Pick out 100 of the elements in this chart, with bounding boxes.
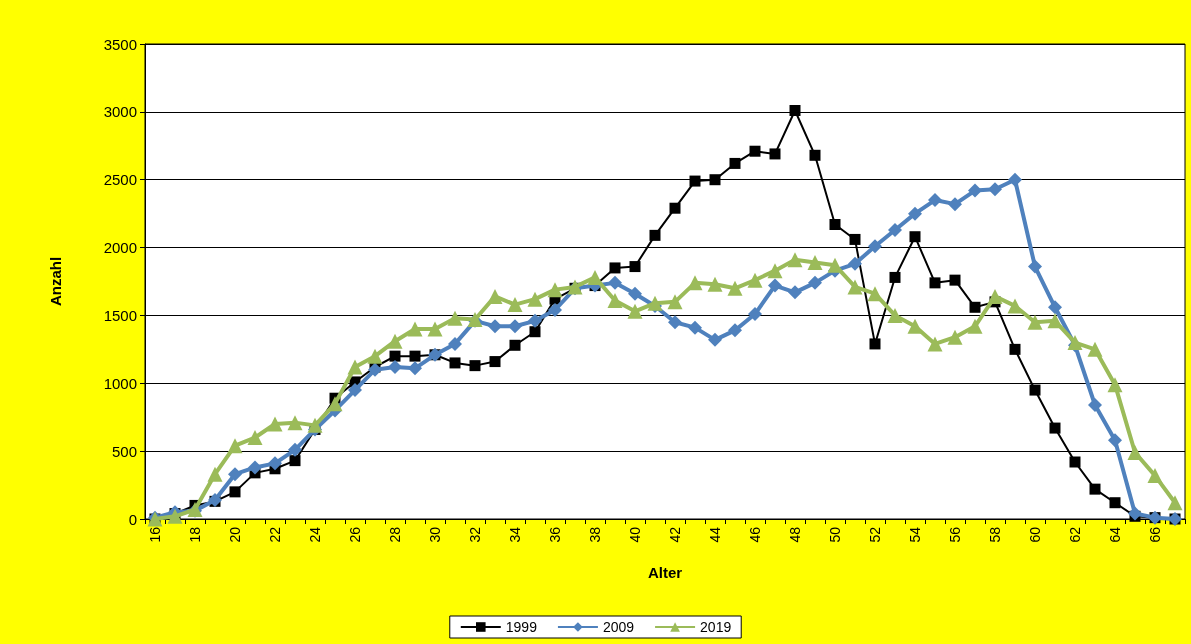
point [508,319,522,334]
point [268,456,282,471]
point [1127,445,1143,460]
point [927,336,943,352]
point [768,278,782,293]
point [1107,377,1123,393]
point [167,508,183,524]
point [947,329,963,345]
point [1029,384,1041,396]
point [747,272,763,288]
x-tick-label: 16 [147,526,163,543]
point [868,239,882,254]
point [748,307,762,322]
legend-label: 2009 [602,619,635,635]
point [929,277,941,289]
point [247,430,263,446]
point [1047,313,1063,329]
x-tick-label: 62 [1067,526,1083,543]
point [507,297,523,313]
point [1167,495,1183,511]
point [527,291,543,307]
point [909,231,921,243]
point [827,257,843,273]
point [987,288,1003,304]
y-tick-label: 3500 [103,35,137,53]
point [969,301,981,313]
point [649,229,661,241]
point [367,348,383,364]
point [769,148,781,160]
point [288,442,302,457]
point [708,332,722,347]
point [1049,422,1061,434]
point [347,359,363,375]
point [928,193,942,208]
x-tick-label: 44 [707,526,723,543]
point [788,285,802,300]
point [608,275,622,290]
point [809,149,821,161]
point [408,361,422,376]
point [808,275,822,290]
point [389,350,401,362]
point [529,326,541,338]
point [528,313,542,328]
point [427,321,443,337]
point [248,460,262,475]
point [707,276,723,292]
point [668,315,682,330]
x-tick-label: 66 [1147,526,1163,543]
point [609,262,621,274]
x-tick-label: 34 [507,526,523,543]
x-tick-label: 32 [467,526,483,543]
point [407,321,423,337]
point [547,282,563,298]
point [767,263,783,279]
point [548,303,562,317]
point [487,288,503,304]
point [368,362,382,377]
point [448,336,462,351]
x-axis-title: Alter [647,564,683,581]
point [1009,343,1021,355]
point [669,202,681,214]
x-tick-label: 60 [1027,526,1043,543]
x-tick-label: 36 [547,526,563,543]
point [469,360,481,372]
point [447,310,463,326]
point [449,357,461,369]
point [1128,506,1142,521]
x-tick-label: 52 [867,526,883,543]
x-tick-label: 30 [427,526,443,543]
point [289,455,301,467]
y-tick-label: 2500 [103,171,137,189]
x-tick-label: 64 [1107,526,1123,543]
point [388,360,402,374]
x-tick-label: 40 [627,526,643,543]
point [509,339,521,351]
point [849,233,861,245]
x-tick-label: 18 [187,526,203,543]
legend-label: 2019 [700,619,732,635]
point [887,307,903,323]
point [387,333,403,349]
point [709,174,721,186]
point [807,255,823,270]
point [488,319,502,334]
point [587,269,603,285]
x-tick-label: 20 [227,526,243,543]
x-tick-label: 28 [387,526,403,543]
point [1108,433,1122,448]
point [629,261,641,273]
point [489,356,501,368]
y-tick-label: 3000 [103,103,137,121]
point [829,219,841,230]
point [307,417,323,433]
point [908,206,922,221]
point [267,416,283,432]
y-tick-label: 1500 [103,306,137,324]
point [1088,398,1102,412]
point [787,252,803,268]
point [667,294,683,310]
point [228,467,242,482]
point [688,320,702,335]
